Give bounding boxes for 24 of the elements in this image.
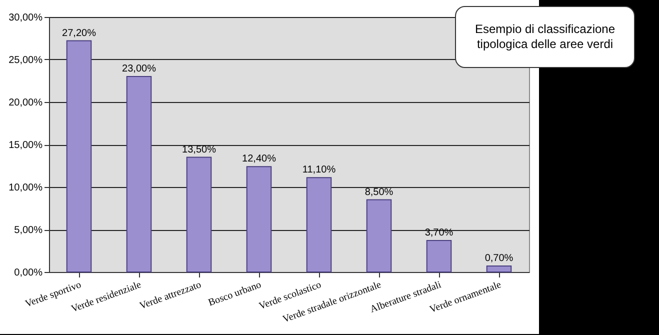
data-label: 13,50%: [182, 144, 216, 156]
data-label: 0,70%: [484, 253, 514, 264]
y-tick-label: 30,00%: [8, 12, 43, 24]
y-tick-label: 5,00%: [14, 225, 43, 236]
bar: [366, 199, 392, 272]
bar: [486, 266, 512, 272]
data-label: 23,00%: [122, 64, 156, 74]
y-tick-label: 20,00%: [8, 98, 43, 108]
bar: [426, 240, 452, 272]
data-label: 11,10%: [302, 164, 336, 176]
bar: [126, 76, 152, 272]
y-tick-label: 10,00%: [8, 182, 43, 194]
bar: [246, 166, 272, 272]
bar: [66, 40, 92, 272]
y-tick-label: 0,00%: [14, 268, 43, 278]
data-label: 12,40%: [242, 154, 276, 165]
data-label: 8,50%: [364, 186, 394, 198]
bar: [186, 156, 212, 272]
y-tick-label: 25,00%: [8, 55, 43, 66]
y-tick-label: 15,00%: [8, 140, 43, 151]
speech-bubble: Esempio di classificazione tipologica delle aree verdi: [455, 6, 635, 68]
data-label: 27,20%: [62, 28, 96, 39]
data-label: 3,70%: [424, 228, 454, 239]
bar: [306, 177, 332, 272]
